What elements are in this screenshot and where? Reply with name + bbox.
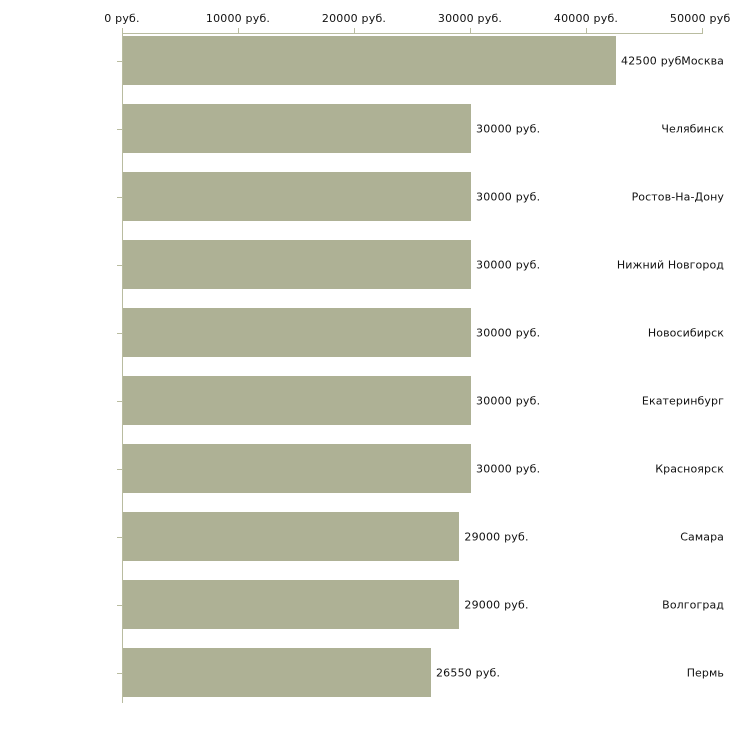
x-axis-line	[122, 33, 702, 34]
bar-value-label: 30000 руб.	[476, 462, 541, 475]
category-label: Красноярск	[655, 462, 724, 475]
y-axis-tick	[117, 196, 122, 198]
y-axis-tick	[117, 536, 122, 538]
bar[interactable]	[123, 444, 471, 493]
bar-value-label: 30000 руб.	[476, 258, 541, 271]
x-axis-tick	[122, 28, 123, 34]
category-label: Челябинск	[661, 122, 724, 135]
y-axis-tick	[117, 468, 122, 470]
x-axis-tick	[702, 28, 703, 34]
bar[interactable]	[123, 240, 471, 289]
y-axis-tick	[117, 604, 122, 606]
y-axis-tick	[117, 128, 122, 130]
bar[interactable]	[123, 512, 460, 561]
bar-value-label: 30000 руб.	[476, 122, 541, 135]
x-axis-tick	[586, 28, 587, 34]
category-label: Нижний Новгород	[616, 258, 724, 271]
bar[interactable]	[123, 376, 471, 425]
category-label: Москва	[681, 54, 724, 67]
y-axis-tick	[117, 400, 122, 402]
bar-value-label: 30000 руб.	[476, 326, 541, 339]
category-label: Пермь	[686, 666, 724, 679]
category-label: Волгоград	[662, 598, 724, 611]
x-axis-tick	[354, 28, 355, 34]
x-axis-tick-label: 30000 руб.	[437, 12, 503, 25]
x-axis-tick-label: 50000 руб.	[669, 12, 730, 25]
bar[interactable]	[123, 308, 471, 357]
x-axis-tick-label: 0 руб.	[104, 12, 140, 25]
bar[interactable]	[123, 580, 460, 629]
y-axis-tick	[117, 672, 122, 674]
x-axis-tick	[238, 28, 239, 34]
bar[interactable]	[123, 172, 471, 221]
y-axis-line	[122, 33, 123, 703]
y-axis-tick	[117, 264, 122, 266]
bar-value-label: 42500 руб.	[621, 54, 686, 67]
x-axis-tick-label: 40000 руб.	[553, 12, 619, 25]
category-label: Ростов-На-Дону	[631, 190, 724, 203]
x-axis-tick-label: 20000 руб.	[321, 12, 387, 25]
bar-value-label: 29000 руб.	[464, 530, 529, 543]
bar-value-label: 29000 руб.	[464, 598, 529, 611]
bar-value-label: 30000 руб.	[476, 190, 541, 203]
x-axis-tick-label: 10000 руб.	[205, 12, 271, 25]
bar[interactable]	[123, 104, 471, 153]
bar-value-label: 26550 руб.	[435, 666, 501, 679]
y-axis-tick	[117, 60, 122, 62]
x-axis-tick	[470, 28, 471, 34]
category-label: Екатеринбург	[641, 394, 724, 407]
category-label: Новосибирск	[647, 326, 724, 339]
bar[interactable]	[123, 36, 616, 85]
y-axis-tick	[117, 332, 122, 334]
bar-value-label: 30000 руб.	[476, 394, 541, 407]
category-label: Самара	[680, 530, 724, 543]
bar[interactable]	[123, 648, 431, 697]
